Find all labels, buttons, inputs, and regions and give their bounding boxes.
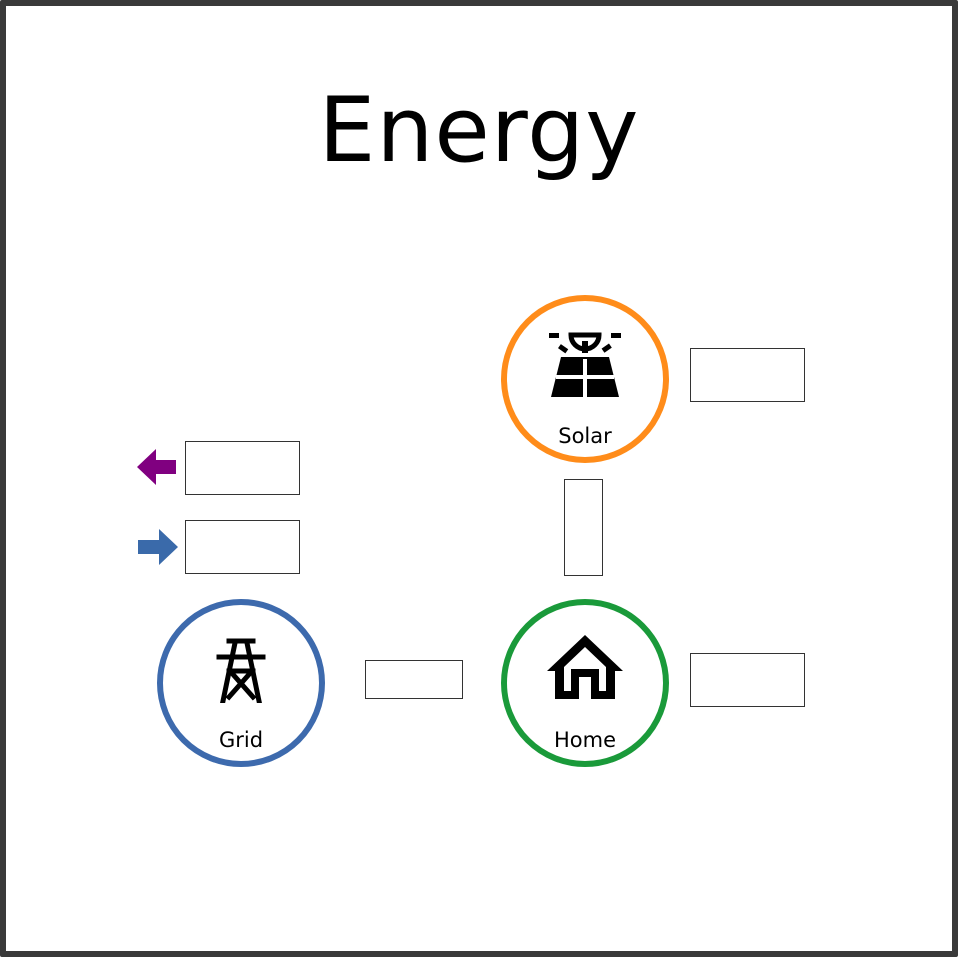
- arrow-right-icon: [138, 529, 178, 565]
- grid-label: Grid: [218, 728, 264, 752]
- grid-export-box: [185, 441, 300, 495]
- grid-to-home-flow-box: [365, 660, 463, 699]
- solar-label: Solar: [558, 424, 612, 448]
- transmission-tower-icon: [216, 638, 266, 703]
- card-title: Energy: [318, 78, 640, 183]
- solar-panel-icon: [549, 332, 621, 397]
- grid-import-box: [185, 520, 300, 574]
- home-icon: [547, 635, 623, 699]
- solar-node[interactable]: Solar: [501, 295, 669, 463]
- solar-to-home-flow-box: [564, 479, 603, 576]
- grid-node[interactable]: Grid: [157, 599, 325, 767]
- home-label: Home: [553, 728, 616, 752]
- solar-value-box: [690, 348, 805, 402]
- home-value-box: [690, 653, 805, 707]
- arrow-left-icon: [137, 449, 176, 485]
- home-node[interactable]: Home: [501, 599, 669, 767]
